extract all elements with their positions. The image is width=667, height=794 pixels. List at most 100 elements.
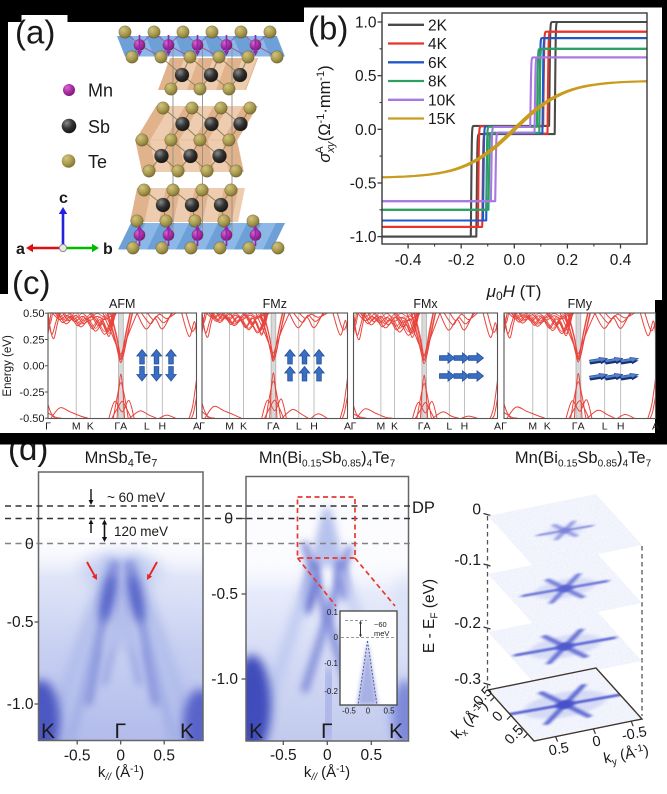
svg-text:-0.5: -0.5 bbox=[270, 747, 297, 764]
svg-text:H: H bbox=[310, 421, 318, 433]
svg-text:0: 0 bbox=[323, 747, 332, 764]
svg-text:μ0H (T): μ0H (T) bbox=[486, 282, 542, 303]
svg-text:-1.0: -1.0 bbox=[7, 696, 34, 713]
svg-text:FMy: FMy bbox=[568, 297, 593, 311]
svg-text:b: b bbox=[103, 241, 113, 258]
svg-text:Γ: Γ bbox=[501, 421, 507, 433]
svg-text:(c): (c) bbox=[12, 264, 50, 301]
svg-text:Te: Te bbox=[88, 152, 107, 172]
svg-text:0.5: 0.5 bbox=[547, 740, 570, 760]
svg-text:MnSb4Te7: MnSb4Te7 bbox=[85, 449, 158, 470]
svg-text:0.4: 0.4 bbox=[610, 252, 632, 269]
svg-text:0: 0 bbox=[472, 502, 481, 519]
svg-text:-0.5: -0.5 bbox=[64, 748, 91, 765]
svg-text:M: M bbox=[377, 421, 386, 433]
svg-text:K: K bbox=[544, 421, 551, 433]
svg-text:-0.5: -0.5 bbox=[350, 176, 377, 193]
svg-text:H: H bbox=[461, 421, 469, 433]
svg-text:0.2: 0.2 bbox=[557, 252, 579, 269]
svg-text:Mn(Bi0.15Sb0.85)4Te7: Mn(Bi0.15Sb0.85)4Te7 bbox=[515, 449, 652, 470]
svg-text:~60: ~60 bbox=[374, 620, 387, 629]
svg-text:0.5: 0.5 bbox=[153, 748, 175, 765]
svg-text:Γ: Γ bbox=[45, 421, 51, 433]
svg-text:2K: 2K bbox=[428, 17, 448, 34]
svg-text:(b): (b) bbox=[308, 10, 348, 47]
svg-text:M: M bbox=[528, 421, 537, 433]
svg-text:0.0: 0.0 bbox=[504, 252, 526, 269]
svg-text:K: K bbox=[87, 421, 94, 433]
svg-text:0.5: 0.5 bbox=[361, 747, 383, 764]
svg-text:-0.5: -0.5 bbox=[621, 724, 649, 744]
svg-text:H: H bbox=[617, 421, 625, 433]
svg-text:6K: 6K bbox=[428, 55, 448, 72]
svg-text:(a): (a) bbox=[15, 14, 55, 51]
svg-text:0: 0 bbox=[334, 633, 339, 642]
svg-text:H: H bbox=[159, 421, 167, 433]
svg-text:-1.0: -1.0 bbox=[211, 671, 238, 688]
svg-text:-0.1: -0.1 bbox=[454, 552, 481, 569]
svg-text:0.5: 0.5 bbox=[383, 707, 395, 716]
svg-text:K: K bbox=[180, 720, 194, 743]
svg-text:0: 0 bbox=[25, 536, 34, 553]
svg-text:0.5: 0.5 bbox=[355, 68, 377, 85]
svg-text:ΓA: ΓA bbox=[267, 421, 280, 433]
svg-text:Energy (eV): Energy (eV) bbox=[2, 335, 14, 397]
svg-text:0: 0 bbox=[116, 748, 125, 765]
svg-text:-0.25: -0.25 bbox=[19, 387, 44, 399]
svg-text:ΓA: ΓA bbox=[114, 421, 127, 433]
svg-text:1.0: 1.0 bbox=[355, 15, 377, 32]
svg-text:15K: 15K bbox=[428, 111, 456, 128]
svg-text:0: 0 bbox=[591, 733, 602, 750]
svg-text:L: L bbox=[446, 421, 452, 433]
svg-text:M: M bbox=[72, 421, 81, 433]
svg-text:-0.2: -0.2 bbox=[454, 615, 481, 632]
svg-text:L: L bbox=[296, 421, 302, 433]
svg-text:AFM: AFM bbox=[109, 297, 135, 311]
svg-text:-0.3: -0.3 bbox=[454, 671, 481, 688]
svg-text:K: K bbox=[41, 720, 55, 743]
svg-text:-0.2: -0.2 bbox=[448, 252, 475, 269]
svg-text:A: A bbox=[652, 421, 659, 433]
svg-text:0.1: 0.1 bbox=[327, 608, 339, 617]
svg-text:-0.4: -0.4 bbox=[395, 252, 422, 269]
svg-text:8K: 8K bbox=[428, 74, 448, 91]
svg-text:DP: DP bbox=[412, 499, 435, 517]
svg-text:FMz: FMz bbox=[263, 297, 287, 311]
svg-text:σxyA(Ω-1·mm-1): σxyA(Ω-1·mm-1) bbox=[314, 65, 337, 162]
svg-text:-0.5: -0.5 bbox=[342, 707, 356, 716]
svg-text:0.25: 0.25 bbox=[23, 334, 44, 346]
svg-text:-0.5: -0.5 bbox=[211, 586, 238, 603]
svg-text:L: L bbox=[602, 421, 608, 433]
svg-text:0: 0 bbox=[366, 707, 371, 716]
svg-text:120 meV: 120 meV bbox=[114, 524, 168, 539]
svg-text:~ 60 meV: ~ 60 meV bbox=[107, 490, 165, 505]
svg-text:Γ: Γ bbox=[321, 720, 333, 743]
svg-text:0.0: 0.0 bbox=[355, 122, 377, 139]
svg-text:K: K bbox=[389, 720, 403, 743]
svg-text:0.50: 0.50 bbox=[23, 308, 44, 320]
svg-text:K: K bbox=[391, 421, 398, 433]
svg-text:Mn: Mn bbox=[88, 81, 113, 101]
svg-text:a: a bbox=[16, 241, 25, 258]
svg-text:meV: meV bbox=[374, 629, 389, 638]
svg-text:Sb: Sb bbox=[88, 117, 110, 137]
svg-text:FMx: FMx bbox=[413, 297, 438, 311]
svg-text:-0.50: -0.50 bbox=[19, 413, 44, 425]
svg-text:K: K bbox=[240, 421, 247, 433]
svg-text:M: M bbox=[225, 421, 234, 433]
svg-text:K: K bbox=[249, 720, 263, 743]
svg-text:A: A bbox=[494, 421, 501, 433]
svg-text:Γ: Γ bbox=[115, 720, 127, 743]
svg-text:4K: 4K bbox=[428, 36, 448, 53]
svg-text:ΓA: ΓA bbox=[418, 421, 431, 433]
svg-text:E - EF (eV): E - EF (eV) bbox=[421, 579, 441, 653]
svg-text:Mn(Bi0.15Sb0.85)4Te7: Mn(Bi0.15Sb0.85)4Te7 bbox=[259, 449, 396, 470]
svg-text:-0.5: -0.5 bbox=[7, 614, 34, 631]
svg-text:c: c bbox=[59, 190, 68, 207]
svg-text:Γ: Γ bbox=[199, 421, 205, 433]
svg-text:-1.0: -1.0 bbox=[350, 229, 377, 246]
svg-text:10K: 10K bbox=[428, 92, 456, 109]
svg-text:-0.2: -0.2 bbox=[324, 687, 338, 696]
svg-text:0.00: 0.00 bbox=[23, 361, 44, 373]
svg-text:A: A bbox=[344, 421, 351, 433]
